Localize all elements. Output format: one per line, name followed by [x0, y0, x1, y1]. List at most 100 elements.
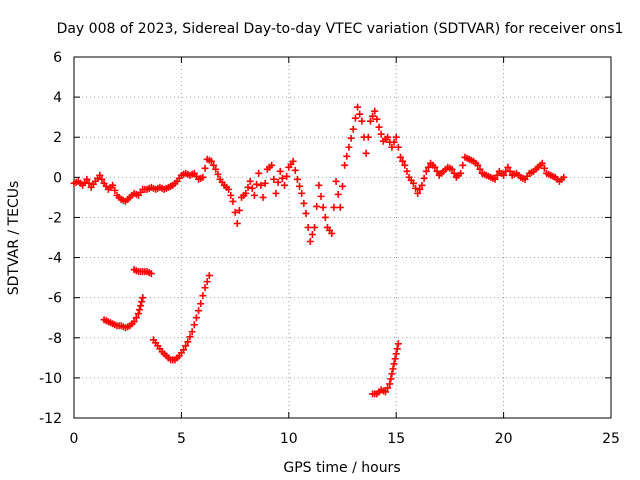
data-point: [130, 318, 138, 326]
data-point-fill: [317, 192, 325, 200]
data-point: [212, 165, 220, 173]
y-tick-label: -6: [48, 291, 62, 307]
data-point: [401, 161, 409, 169]
data-point-fill: [356, 110, 364, 118]
data-point: [431, 163, 439, 171]
data-point: [233, 219, 241, 227]
data-point-fill: [235, 206, 243, 214]
data-point-fill: [274, 178, 282, 186]
data-point: [137, 302, 145, 310]
series-segment-2: [130, 266, 155, 278]
data-point-fill: [300, 199, 308, 207]
data-point-fill: [244, 183, 252, 191]
data-point-fill: [313, 202, 321, 210]
data-point-fill: [278, 174, 286, 182]
data-point-fill: [248, 184, 256, 192]
data-point-fill: [203, 278, 211, 286]
y-tick-label: 4: [53, 90, 62, 106]
series-segment-4: [369, 340, 402, 398]
data-point: [306, 238, 314, 246]
data-point-fill: [420, 174, 428, 182]
data-point: [289, 157, 297, 165]
data-point: [381, 388, 389, 396]
data-point: [319, 203, 327, 211]
data-point: [362, 149, 370, 157]
data-point-fill: [389, 365, 397, 373]
data-point-fill: [540, 164, 548, 172]
data-point-fill: [384, 384, 392, 392]
data-point-fill: [270, 175, 278, 183]
data-point-fill: [330, 203, 338, 211]
data-point: [281, 181, 289, 189]
y-tick-label: 2: [53, 130, 62, 146]
series-segment-1: [100, 294, 147, 332]
y-tick-label: -4: [48, 251, 62, 267]
series-segment-3: [149, 272, 213, 364]
data-point: [560, 173, 568, 181]
data-point-fill: [98, 175, 106, 183]
data-point-fill: [391, 355, 399, 363]
y-tick-label: -12: [39, 411, 62, 427]
y-tick-label: -2: [48, 210, 62, 226]
x-tick-label: 10: [280, 431, 298, 447]
data-point: [259, 193, 267, 201]
data-point-fill: [450, 169, 458, 177]
data-point-fill: [321, 213, 329, 221]
data-point-fill: [347, 134, 355, 142]
y-tick-label: 6: [53, 50, 62, 66]
data-point-fill: [351, 114, 359, 122]
data-point-fill: [227, 191, 235, 199]
data-point: [207, 157, 215, 165]
data-point-fill: [283, 172, 291, 180]
data-point: [396, 153, 404, 161]
data-point-fill: [132, 314, 140, 322]
plot-area-border: [73, 56, 612, 419]
series-main: [70, 103, 568, 246]
data-point: [147, 270, 155, 278]
data-point: [336, 203, 344, 211]
y-tick-label: -8: [48, 331, 62, 347]
data-point-fill: [111, 186, 119, 194]
data-point-fill: [257, 181, 265, 189]
data-point: [394, 340, 402, 348]
data-point-fill: [334, 190, 342, 198]
data-point-fill: [377, 130, 385, 138]
data-point: [375, 123, 383, 131]
data-point-fill: [369, 112, 377, 120]
data-point-fill: [195, 307, 203, 315]
data-point: [354, 103, 362, 111]
data-point: [199, 173, 207, 181]
data-point: [298, 189, 306, 197]
data-point: [134, 310, 142, 318]
data-point: [315, 181, 323, 189]
data-point-fill: [190, 321, 198, 329]
data-point: [242, 189, 250, 197]
data-point-fill: [493, 171, 501, 179]
data-point-fill: [412, 184, 420, 192]
data-point: [345, 143, 353, 151]
data-point-fill: [85, 179, 93, 187]
data-points: [70, 103, 568, 398]
data-point-fill: [433, 167, 441, 175]
data-point: [272, 189, 280, 197]
data-point-fill: [373, 115, 381, 123]
data-point: [418, 181, 426, 189]
data-point: [474, 161, 482, 169]
x-axis-ticks: 0 5 10 15 20 25: [70, 57, 620, 447]
data-point: [384, 133, 392, 141]
data-point-fill: [308, 230, 316, 238]
data-point: [390, 360, 398, 368]
data-point-fill: [339, 182, 346, 190]
x-tick-label: 15: [387, 431, 405, 447]
data-point: [255, 169, 263, 177]
data-point: [311, 223, 319, 231]
data-point: [250, 191, 258, 199]
data-point: [392, 133, 400, 141]
data-point: [341, 161, 349, 169]
data-point: [83, 175, 91, 183]
data-point: [371, 107, 379, 115]
data-point: [293, 175, 301, 183]
data-point: [201, 284, 209, 292]
data-point: [276, 167, 284, 175]
